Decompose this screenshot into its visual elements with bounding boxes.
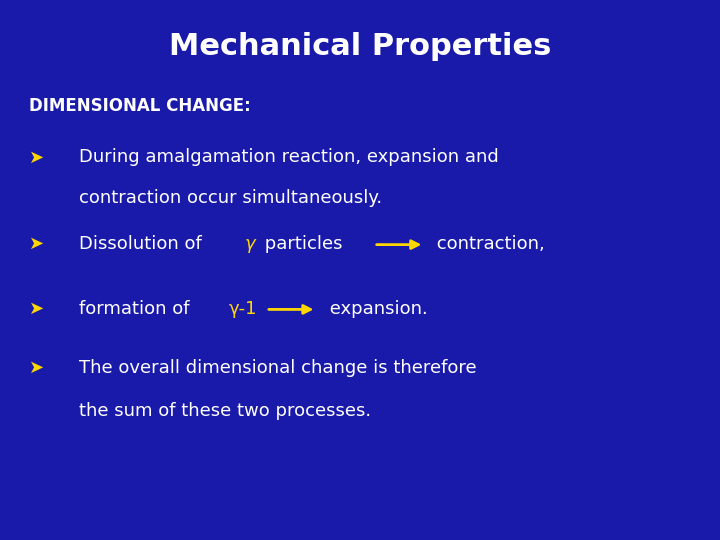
Text: γ: γ <box>245 235 256 253</box>
Text: ➤: ➤ <box>29 359 44 377</box>
Text: γ-1: γ-1 <box>229 300 258 318</box>
Text: DIMENSIONAL CHANGE:: DIMENSIONAL CHANGE: <box>29 97 251 115</box>
Text: Mechanical Properties: Mechanical Properties <box>168 32 552 62</box>
Text: formation of: formation of <box>79 300 195 318</box>
Text: ➤: ➤ <box>29 300 44 318</box>
Text: contraction,: contraction, <box>431 235 545 253</box>
Text: particles: particles <box>258 235 348 253</box>
Text: ➤: ➤ <box>29 235 44 253</box>
Text: The overall dimensional change is therefore: The overall dimensional change is theref… <box>79 359 477 377</box>
Text: the sum of these two processes.: the sum of these two processes. <box>79 402 372 420</box>
Text: ➤: ➤ <box>29 148 44 166</box>
Text: contraction occur simultaneously.: contraction occur simultaneously. <box>79 189 382 207</box>
Text: Dissolution of: Dissolution of <box>79 235 207 253</box>
Text: expansion.: expansion. <box>323 300 428 318</box>
Text: During amalgamation reaction, expansion and: During amalgamation reaction, expansion … <box>79 148 499 166</box>
